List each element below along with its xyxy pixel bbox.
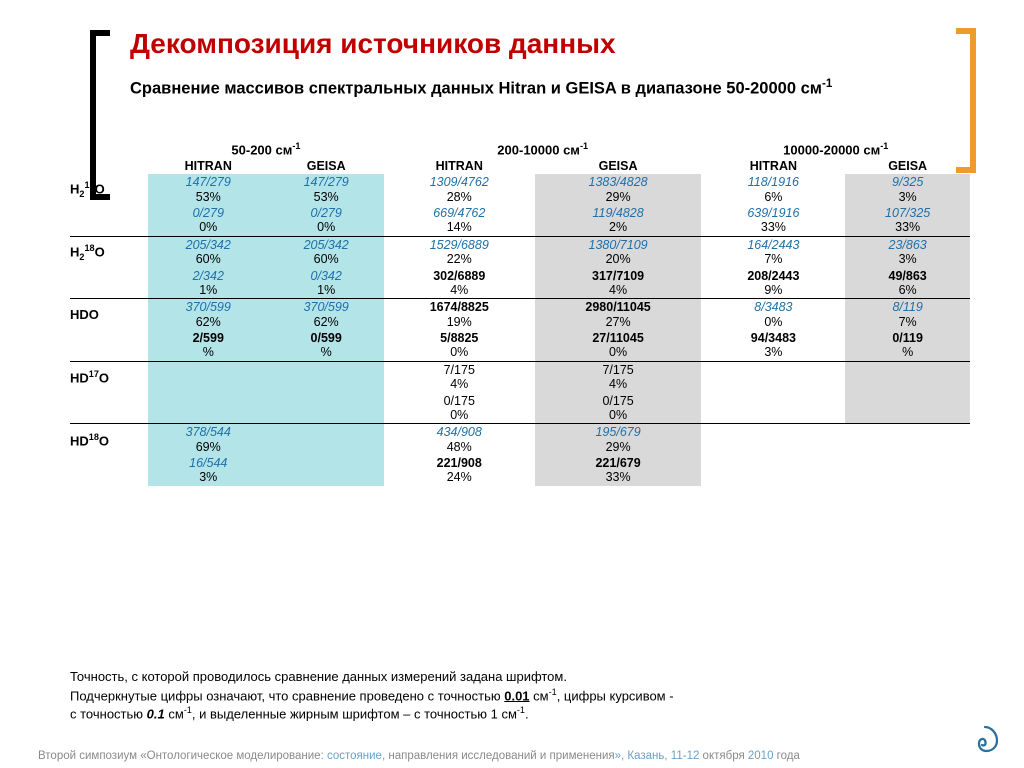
page-footer: Второй симпозиум «Онтологическое моделир… (0, 750, 1024, 762)
slide-subtitle: Сравнение массивов спектральных данных H… (130, 78, 944, 99)
footnote-line3: с точностью 0.1 см-1, и выделенные жирны… (70, 704, 970, 723)
slide-title: Декомпозиция источников данных (130, 28, 616, 60)
footnote: Точность, с которой проводилось сравнени… (70, 668, 970, 723)
comparison-table: 50-200 см-1200-10000 см-110000-20000 см-… (70, 140, 970, 486)
logo-icon (970, 724, 1000, 754)
footnote-line2: Подчеркнутые цифры означают, что сравнен… (70, 686, 970, 705)
footnote-line1: Точность, с которой проводилось сравнени… (70, 668, 970, 686)
subtitle-text: Сравнение массивов спектральных данных H… (130, 80, 822, 98)
subtitle-sup: -1 (822, 78, 832, 90)
slide: Декомпозиция источников данных Сравнение… (0, 0, 1024, 768)
